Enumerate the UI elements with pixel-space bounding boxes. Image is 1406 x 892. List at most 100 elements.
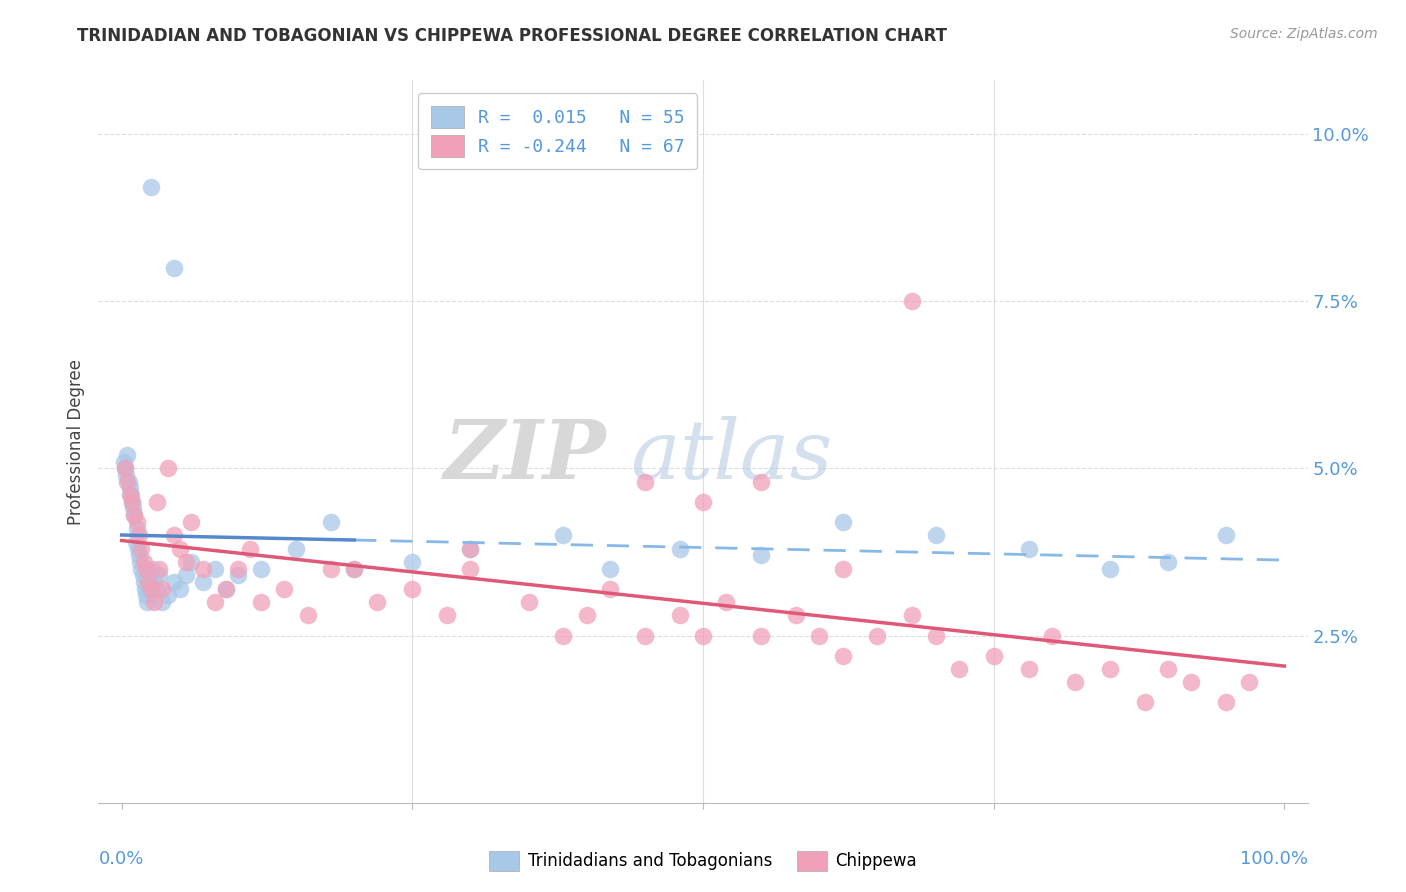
Point <box>138 582 160 596</box>
Point <box>716 595 738 609</box>
Y-axis label: Professional Degree: Professional Degree <box>66 359 84 524</box>
Legend: Trinidadians and Tobagonians, Chippewa: Trinidadians and Tobagonians, Chippewa <box>481 842 925 880</box>
Point <box>135 562 157 576</box>
Point <box>132 555 155 569</box>
Point <box>129 555 152 569</box>
Point <box>117 448 139 462</box>
Point <box>808 628 831 642</box>
Point <box>517 595 540 609</box>
Point <box>901 608 924 623</box>
Point <box>148 568 170 582</box>
Point <box>180 555 202 569</box>
Point <box>138 568 160 582</box>
Point <box>136 595 159 609</box>
Point <box>118 488 141 502</box>
Text: 0.0%: 0.0% <box>98 849 143 868</box>
Point <box>150 582 173 596</box>
Point <box>401 582 423 596</box>
Point <box>1215 528 1237 542</box>
Point <box>1040 628 1063 642</box>
Point <box>1157 555 1180 569</box>
Point <box>343 562 366 576</box>
Point <box>831 648 853 663</box>
Point <box>983 648 1005 663</box>
Point <box>366 595 388 609</box>
Point <box>124 508 146 523</box>
Point <box>319 562 342 576</box>
Point <box>204 595 226 609</box>
Point <box>1018 662 1040 676</box>
Point <box>191 575 214 590</box>
Point <box>924 528 946 542</box>
Point <box>460 562 482 576</box>
Point <box>319 515 342 529</box>
Point <box>128 548 150 563</box>
Point <box>297 608 319 623</box>
Point <box>134 582 156 596</box>
Point <box>174 568 197 582</box>
Point <box>114 461 136 475</box>
Point <box>131 568 153 582</box>
Point <box>163 575 186 590</box>
Point <box>1180 675 1202 690</box>
Point <box>901 293 924 308</box>
Point <box>163 260 186 275</box>
Point <box>143 575 166 590</box>
Point <box>553 528 575 542</box>
Point <box>120 488 142 502</box>
Point <box>785 608 807 623</box>
Point <box>114 461 136 475</box>
Point <box>145 582 167 596</box>
Point <box>692 628 714 642</box>
Point <box>599 582 621 596</box>
Point <box>139 180 162 194</box>
Point <box>436 608 458 623</box>
Point <box>112 455 135 469</box>
Point <box>163 528 186 542</box>
Point <box>180 515 202 529</box>
Point <box>1064 675 1087 690</box>
Point <box>948 662 970 676</box>
Point <box>749 548 772 563</box>
Point <box>169 582 191 596</box>
Point <box>831 562 853 576</box>
Point <box>634 628 657 642</box>
Point <box>401 555 423 569</box>
Point <box>115 467 138 482</box>
Point <box>1133 696 1156 710</box>
Point <box>131 562 153 576</box>
Point <box>150 595 173 609</box>
Text: 100.0%: 100.0% <box>1240 849 1308 868</box>
Point <box>141 562 163 576</box>
Point <box>204 562 226 576</box>
Point <box>118 481 141 495</box>
Point <box>128 528 150 542</box>
Point <box>239 541 262 556</box>
Point <box>866 628 889 642</box>
Point <box>924 628 946 642</box>
Point <box>285 541 308 556</box>
Point <box>250 595 273 609</box>
Point <box>1098 562 1121 576</box>
Legend: R =  0.015   N = 55, R = -0.244   N = 67: R = 0.015 N = 55, R = -0.244 N = 67 <box>419 93 697 169</box>
Point <box>1157 662 1180 676</box>
Point <box>122 501 145 516</box>
Point <box>127 541 149 556</box>
Point <box>599 562 621 576</box>
Point <box>124 534 146 549</box>
Point <box>1018 541 1040 556</box>
Point <box>124 508 146 523</box>
Point <box>749 475 772 489</box>
Point <box>749 628 772 642</box>
Point <box>460 541 482 556</box>
Point <box>157 589 180 603</box>
Point <box>250 562 273 576</box>
Point <box>148 562 170 576</box>
Text: Source: ZipAtlas.com: Source: ZipAtlas.com <box>1230 27 1378 41</box>
Point <box>215 582 238 596</box>
Point <box>668 541 690 556</box>
Point <box>138 575 160 590</box>
Point <box>1215 696 1237 710</box>
Point <box>226 562 249 576</box>
Point <box>118 475 141 489</box>
